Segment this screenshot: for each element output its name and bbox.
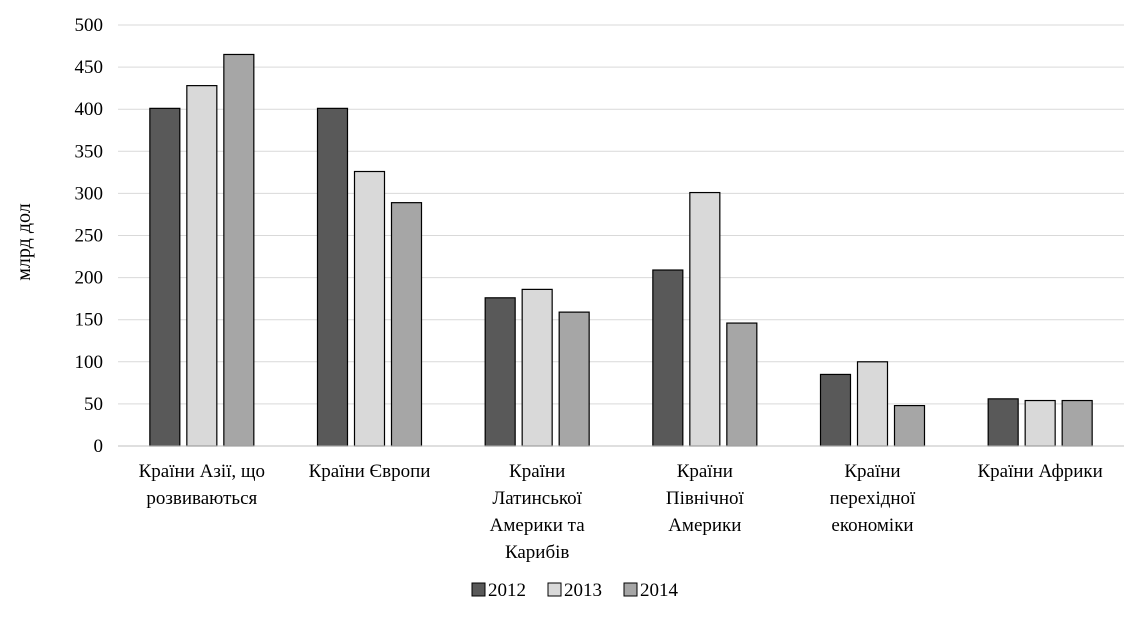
y-tick-label: 400 [75, 99, 104, 120]
y-tick-label: 200 [75, 268, 104, 289]
bar-2014-2 [558, 311, 590, 447]
gridlines [118, 24, 1124, 405]
category-label: Америки та [490, 515, 586, 536]
category-label: перехідної [830, 488, 916, 509]
legend-swatch-2013 [547, 582, 562, 597]
y-tick-labels: 0 50 100 150 200 250 300 350 400 450 500 [75, 15, 104, 457]
bar-2014-3 [726, 322, 758, 447]
y-tick-label: 450 [75, 57, 104, 78]
category-label: Країни [509, 461, 565, 482]
category-label: Північної [666, 488, 745, 509]
bar-2014-4 [893, 404, 926, 447]
legend-swatch-2014 [623, 582, 638, 597]
y-tick-label: 300 [75, 183, 104, 204]
legend-label: 2014 [640, 580, 679, 601]
category-label: Латинської [492, 488, 582, 509]
y-tick-label: 350 [75, 141, 104, 162]
y-tick-label: 150 [75, 310, 104, 331]
bar-2013-1 [353, 170, 386, 447]
bar-2012-5 [987, 398, 1019, 447]
bar-2012-0 [149, 107, 181, 447]
legend-label: 2012 [488, 580, 526, 601]
category-label: розвиваються [146, 488, 257, 509]
y-tick-label: 50 [84, 394, 103, 415]
legend-swatch-2012 [471, 582, 486, 597]
category-labels: Країни Азії, що розвиваються Країни Європи… [139, 461, 1103, 563]
bar-2012-1 [316, 107, 349, 447]
bar-2012-2 [484, 297, 516, 447]
category-label: Країни Азії, що [139, 461, 265, 482]
y-tick-label: 100 [75, 352, 104, 373]
category-label: Країни Європи [309, 461, 431, 482]
bar-2013-3 [689, 191, 721, 447]
bar-2014-1 [390, 202, 423, 447]
category-label: Країни [677, 461, 733, 482]
legend-label: 2013 [564, 580, 602, 601]
bar-2014-0 [223, 53, 255, 447]
y-tick-label: 0 [94, 436, 104, 457]
category-label: Америки [668, 515, 741, 536]
bar-2013-0 [186, 85, 218, 447]
category-label: Країни [844, 461, 900, 482]
bar-2012-4 [819, 373, 852, 447]
category-label: Карибів [505, 542, 569, 563]
y-tick-label: 500 [75, 15, 104, 36]
y-tick-label: 250 [75, 226, 104, 247]
category-label: Країни Африки [977, 461, 1102, 482]
bar-2013-5 [1024, 399, 1056, 447]
legend: 2012 2013 2014 [471, 580, 679, 601]
y-axis-title: млрд дол [13, 203, 35, 280]
bar-2013-2 [521, 288, 553, 447]
bar-2014-5 [1061, 399, 1093, 447]
bar-2013-4 [856, 361, 889, 447]
category-label: економіки [831, 515, 913, 536]
bar-2012-3 [652, 269, 684, 447]
bars [149, 53, 1093, 447]
